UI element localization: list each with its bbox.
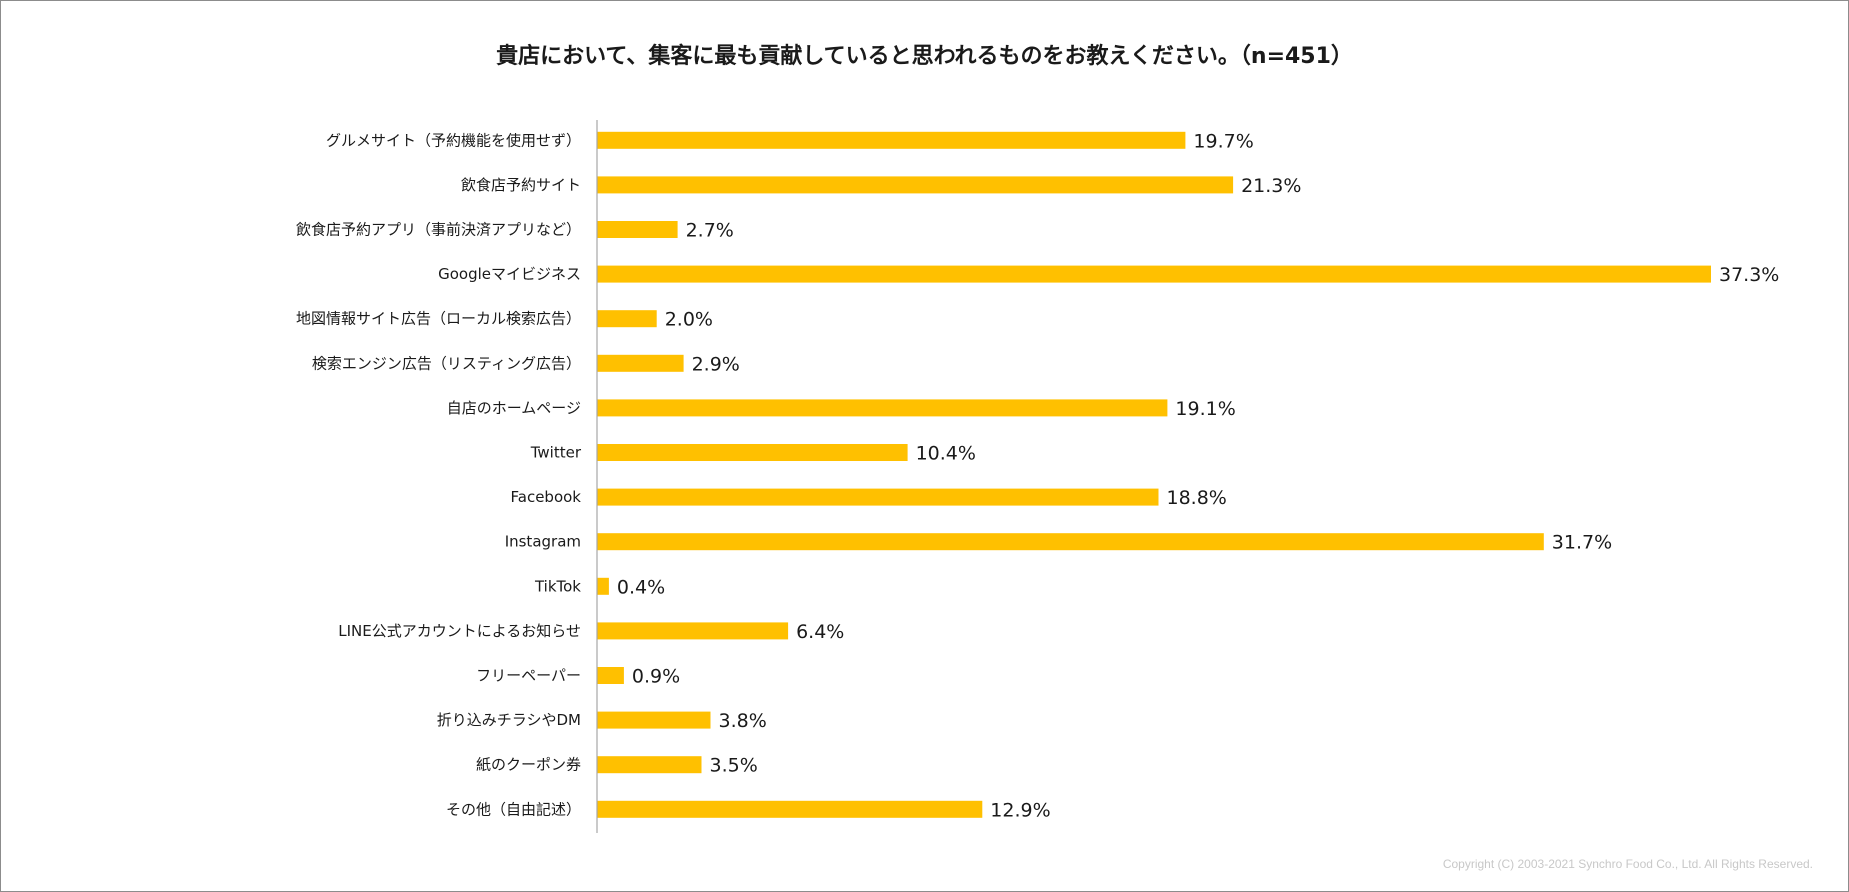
bar-6 bbox=[597, 399, 1168, 417]
category-label-0: グルメサイト（予約機能を使用せず） bbox=[326, 131, 581, 149]
category-label-10: TikTok bbox=[534, 577, 581, 595]
category-label-8: Facebook bbox=[511, 488, 582, 506]
value-label-1: 21.3% bbox=[1241, 175, 1301, 197]
bar-14 bbox=[597, 756, 702, 774]
value-label-3: 37.3% bbox=[1719, 264, 1779, 286]
bar-10 bbox=[597, 577, 609, 595]
bar-3 bbox=[597, 265, 1711, 283]
bar-0 bbox=[597, 131, 1186, 149]
category-label-9: Instagram bbox=[505, 533, 581, 551]
category-label-6: 自店のホームページ bbox=[447, 399, 581, 417]
value-label-15: 12.9% bbox=[990, 799, 1050, 821]
category-label-7: Twitter bbox=[530, 444, 582, 462]
value-label-14: 3.5% bbox=[710, 755, 758, 777]
category-label-15: その他（自由記述） bbox=[446, 800, 581, 818]
chart-title: 貴店において、集客に最も貢献していると思われるものをお教えください。（n=451… bbox=[496, 44, 1353, 69]
bar-8 bbox=[597, 488, 1159, 506]
bar-1 bbox=[597, 176, 1234, 194]
category-label-5: 検索エンジン広告（リスティング広告） bbox=[312, 354, 581, 372]
bar-7 bbox=[597, 444, 908, 461]
bar-4 bbox=[597, 310, 657, 328]
category-label-4: 地図情報サイト広告（ローカル検索広告） bbox=[296, 310, 581, 328]
value-label-11: 6.4% bbox=[796, 621, 844, 643]
category-label-1: 飲食店予約サイト bbox=[461, 176, 581, 194]
bar-2 bbox=[597, 221, 678, 238]
value-label-7: 10.4% bbox=[916, 443, 976, 465]
value-label-12: 0.9% bbox=[632, 666, 680, 688]
bar-12 bbox=[597, 667, 624, 684]
bar-13 bbox=[597, 711, 711, 729]
bar-5 bbox=[597, 354, 684, 372]
value-label-9: 31.7% bbox=[1552, 532, 1612, 554]
value-label-2: 2.7% bbox=[686, 220, 734, 242]
copyright-notice: Copyright (C) 2003-2021 Synchro Food Co.… bbox=[1442, 857, 1813, 871]
category-label-14: 紙のクーポン券 bbox=[476, 756, 581, 774]
category-label-11: LINE公式アカウントによるお知らせ bbox=[338, 622, 581, 640]
value-label-0: 19.7% bbox=[1193, 130, 1253, 152]
value-label-8: 18.8% bbox=[1167, 487, 1227, 509]
category-label-2: 飲食店予約アプリ（事前決済アプリなど） bbox=[296, 221, 581, 239]
value-label-13: 3.8% bbox=[719, 710, 767, 732]
value-label-5: 2.9% bbox=[692, 353, 740, 375]
value-label-4: 2.0% bbox=[665, 309, 713, 331]
category-label-3: Googleマイビジネス bbox=[438, 265, 581, 283]
bar-9 bbox=[597, 533, 1544, 551]
category-label-13: 折り込みチラシやDM bbox=[437, 711, 581, 729]
bar-11 bbox=[597, 622, 789, 640]
category-label-12: フリーペーパー bbox=[476, 667, 581, 685]
bar-15 bbox=[597, 800, 983, 818]
value-label-10: 0.4% bbox=[617, 576, 665, 598]
value-label-6: 19.1% bbox=[1175, 398, 1235, 420]
